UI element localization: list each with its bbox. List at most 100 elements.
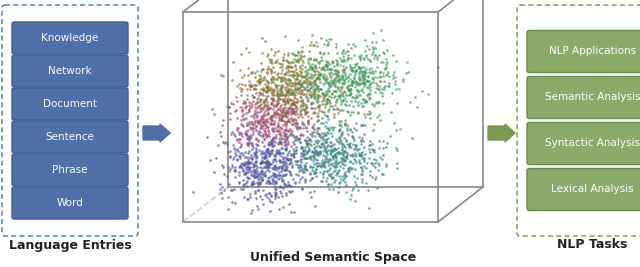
Point — [250, 108, 260, 112]
Point — [339, 142, 349, 146]
Point — [282, 140, 292, 144]
Point — [275, 158, 285, 163]
Point — [296, 95, 306, 99]
Point — [254, 82, 264, 86]
Point — [322, 80, 332, 84]
Point — [241, 180, 251, 185]
Point — [251, 114, 261, 119]
Point — [333, 139, 344, 143]
Point — [316, 163, 326, 167]
Point — [313, 87, 323, 91]
Point — [302, 134, 312, 139]
Point — [310, 134, 321, 139]
Point — [307, 154, 317, 159]
Point — [305, 156, 315, 160]
Point — [225, 154, 236, 159]
Point — [342, 156, 353, 160]
Point — [301, 103, 311, 107]
Point — [299, 170, 309, 174]
Point — [298, 60, 308, 64]
Point — [299, 75, 309, 80]
Point — [319, 144, 330, 149]
Point — [272, 102, 282, 106]
Point — [375, 79, 385, 83]
Point — [378, 87, 388, 91]
Point — [275, 97, 285, 101]
Point — [269, 164, 279, 168]
Point — [308, 130, 319, 135]
Point — [266, 80, 276, 84]
Point — [375, 154, 385, 159]
Point — [321, 89, 332, 93]
Point — [356, 154, 367, 158]
Point — [259, 188, 269, 193]
Point — [322, 114, 332, 118]
Point — [336, 119, 346, 123]
Point — [280, 87, 291, 91]
Point — [356, 81, 367, 85]
Point — [333, 94, 343, 99]
Point — [247, 173, 257, 177]
Point — [362, 160, 372, 165]
Point — [255, 126, 265, 131]
Point — [244, 168, 255, 172]
Point — [326, 131, 337, 135]
Point — [281, 191, 291, 195]
Point — [287, 60, 297, 64]
Point — [332, 139, 342, 144]
Point — [303, 120, 313, 124]
Point — [310, 145, 321, 149]
Point — [372, 160, 383, 165]
Point — [296, 75, 307, 80]
Point — [291, 148, 301, 152]
Point — [331, 160, 341, 164]
Point — [358, 123, 368, 127]
Point — [298, 155, 308, 160]
Point — [259, 88, 269, 92]
Point — [384, 74, 394, 78]
Point — [342, 58, 352, 62]
Point — [308, 165, 318, 169]
Point — [324, 74, 335, 78]
Point — [339, 80, 349, 84]
Point — [278, 58, 288, 62]
Point — [267, 61, 277, 65]
Point — [271, 85, 281, 89]
Point — [269, 143, 279, 147]
Point — [276, 191, 287, 195]
Point — [260, 148, 271, 152]
Point — [246, 84, 256, 88]
Point — [250, 71, 260, 75]
Point — [252, 154, 262, 158]
Point — [346, 87, 356, 91]
Point — [281, 111, 291, 115]
Point — [257, 86, 268, 90]
Point — [360, 123, 370, 127]
Point — [271, 102, 282, 106]
Point — [275, 132, 285, 136]
Point — [388, 76, 398, 80]
Point — [288, 75, 298, 79]
Point — [392, 147, 403, 152]
Point — [356, 165, 366, 170]
Point — [278, 110, 289, 115]
Point — [268, 113, 278, 117]
Point — [258, 107, 268, 111]
Point — [335, 88, 345, 93]
Point — [284, 68, 294, 73]
Point — [255, 164, 265, 169]
Point — [270, 187, 280, 191]
Point — [294, 113, 305, 117]
Point — [281, 142, 291, 146]
Point — [279, 77, 289, 81]
Point — [317, 157, 328, 162]
Point — [285, 160, 295, 165]
Point — [263, 52, 273, 57]
Point — [368, 80, 378, 84]
Point — [325, 158, 335, 162]
Point — [354, 75, 364, 80]
Point — [281, 111, 291, 115]
Point — [271, 134, 282, 139]
Point — [355, 53, 365, 57]
Point — [350, 85, 360, 89]
